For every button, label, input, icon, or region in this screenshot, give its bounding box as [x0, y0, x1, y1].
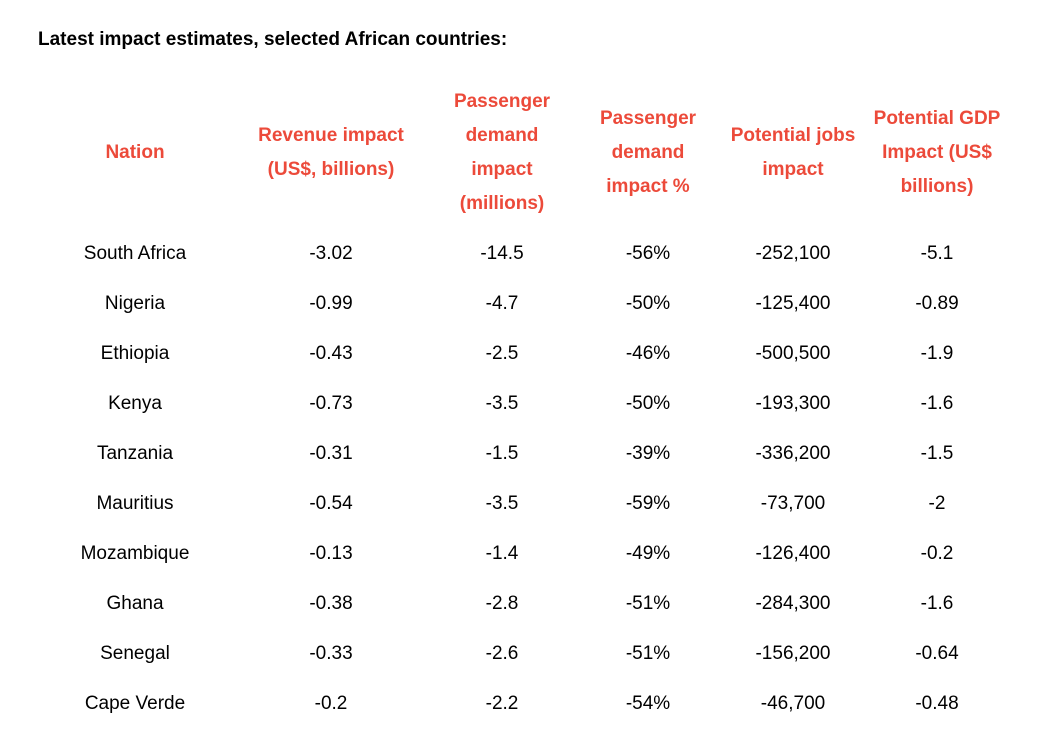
column-header-jobs: Potential jobs impact [673, 119, 913, 187]
table-cell-passenger_pct: -49% [625, 543, 671, 564]
table-cell-gdp: -1.6 [920, 393, 954, 414]
table-cell-jobs: -156,200 [755, 643, 831, 664]
table-cell-jobs: -193,300 [755, 393, 831, 414]
table-cell-jobs: -126,400 [755, 543, 831, 564]
table-cell-jobs: -46,700 [760, 693, 826, 714]
table-cell-passengers: -2.6 [485, 643, 519, 664]
column-header-line: Revenue impact [258, 125, 404, 146]
table-cell-revenue: -0.99 [309, 293, 353, 314]
table-cell-nation: Senegal [100, 643, 170, 664]
column-header-line: impact [762, 159, 824, 180]
table-cell-revenue: -0.2 [314, 693, 348, 714]
column-header-passengers: Passenger demand impact (millions) [382, 85, 622, 221]
table-cell-gdp: -0.2 [920, 543, 954, 564]
table-cell-revenue: -0.33 [309, 643, 353, 664]
table-cell-nation: Ethiopia [100, 343, 170, 364]
table-cell-gdp: -0.64 [915, 643, 959, 664]
table-cell-revenue: -3.02 [309, 243, 353, 264]
column-header-line: (US$, billions) [267, 159, 395, 180]
table-cell-passengers: -2.2 [485, 693, 519, 714]
table-cell-revenue: -0.31 [309, 443, 353, 464]
table-cell-passengers: -2.5 [485, 343, 519, 364]
table-cell-revenue: -0.13 [309, 543, 353, 564]
column-header-nation: Nation [15, 136, 255, 170]
table-cell-passenger_pct: -50% [625, 393, 671, 414]
table-cell-gdp: -1.5 [920, 443, 954, 464]
column-header-revenue: Revenue impact (US$, billions) [211, 119, 451, 187]
column-header-line: Passenger [599, 108, 697, 129]
table-cell-passenger_pct: -56% [625, 243, 671, 264]
table-cell-gdp: -2 [928, 493, 946, 514]
table-cell-jobs: -252,100 [755, 243, 831, 264]
table-cell-nation: Mauritius [96, 493, 174, 514]
column-header-line: Potential GDP [873, 108, 1001, 129]
table-cell-gdp: -0.48 [915, 693, 959, 714]
table-cell-nation: Mozambique [80, 543, 190, 564]
table-cell-passengers: -3.5 [485, 393, 519, 414]
table-cell-jobs: -336,200 [755, 443, 831, 464]
table-cell-passenger_pct: -50% [625, 293, 671, 314]
column-header-line: billions) [900, 176, 974, 197]
table-cell-gdp: -5.1 [920, 243, 954, 264]
table-cell-nation: South Africa [83, 243, 187, 264]
column-header-line: (millions) [459, 193, 545, 214]
table-cell-revenue: -0.38 [309, 593, 353, 614]
table-cell-nation: Cape Verde [84, 693, 186, 714]
column-header-line: Passenger [453, 91, 551, 112]
table-cell-passenger_pct: -51% [625, 643, 671, 664]
table-cell-jobs: -500,500 [755, 343, 831, 364]
table-cell-gdp: -0.89 [915, 293, 959, 314]
table-cell-passengers: -4.7 [485, 293, 519, 314]
table-cell-passenger_pct: -51% [625, 593, 671, 614]
column-header-line: Impact (US$ [882, 142, 992, 163]
page-title: Latest impact estimates, selected Africa… [38, 29, 508, 50]
table-cell-jobs: -73,700 [760, 493, 826, 514]
column-header-passenger_pct: Passenger demand impact % [528, 102, 768, 204]
table-cell-passengers: -14.5 [480, 243, 524, 264]
column-header-line: impact % [606, 176, 690, 197]
column-header-gdp: Potential GDP Impact (US$ billions) [817, 102, 1057, 204]
table-cell-jobs: -125,400 [755, 293, 831, 314]
column-header-line: demand [611, 142, 685, 163]
table-cell-passenger_pct: -39% [625, 443, 671, 464]
table-cell-gdp: -1.6 [920, 593, 954, 614]
table-cell-passengers: -3.5 [485, 493, 519, 514]
table-cell-revenue: -0.54 [309, 493, 353, 514]
table-cell-gdp: -1.9 [920, 343, 954, 364]
table-cell-passenger_pct: -46% [625, 343, 671, 364]
column-header-line: impact [471, 159, 533, 180]
table-cell-passengers: -2.8 [485, 593, 519, 614]
table-cell-revenue: -0.73 [309, 393, 353, 414]
table-cell-passenger_pct: -54% [625, 693, 671, 714]
column-header-line: Potential jobs [730, 125, 856, 146]
table-cell-nation: Kenya [108, 393, 162, 414]
table-cell-passengers: -1.5 [485, 443, 519, 464]
table-cell-jobs: -284,300 [755, 593, 831, 614]
table-cell-nation: Ghana [106, 593, 164, 614]
table-cell-nation: Nigeria [104, 293, 166, 314]
column-header-line: demand [465, 125, 539, 146]
column-header-line: Nation [105, 142, 165, 163]
table-cell-nation: Tanzania [96, 443, 174, 464]
table-cell-revenue: -0.43 [309, 343, 353, 364]
table-cell-passengers: -1.4 [485, 543, 519, 564]
table-cell-passenger_pct: -59% [625, 493, 671, 514]
